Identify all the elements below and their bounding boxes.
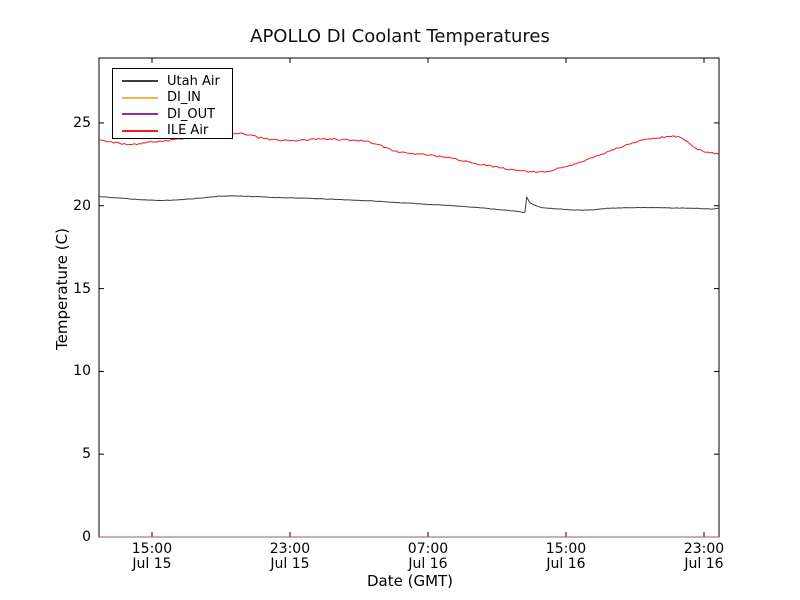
x-tick-date: Jul 15 xyxy=(132,556,172,572)
legend-line-sample xyxy=(122,96,158,99)
x-tick-label: 15:00 Jul 15 xyxy=(112,542,192,572)
legend-entry: ILE Air xyxy=(113,123,232,140)
y-tick-label: 25 xyxy=(73,114,91,131)
legend-label: ILE Air xyxy=(167,123,209,139)
y-tick-label: 5 xyxy=(82,446,91,463)
legend-line-sample xyxy=(122,113,158,116)
y-tick-label: 20 xyxy=(73,197,91,214)
x-tick-label: 23:00 Jul 16 xyxy=(664,542,744,572)
x-tick-date: Jul 15 xyxy=(270,556,310,572)
x-tick-label: 23:00 Jul 15 xyxy=(250,542,330,572)
legend-label: DI_IN xyxy=(167,90,201,106)
legend-label: DI_OUT xyxy=(167,106,216,122)
legend: Utah Air DI_IN DI_OUT ILE Air xyxy=(112,68,233,139)
legend-line-sample xyxy=(122,80,158,83)
x-tick-date: Jul 16 xyxy=(684,556,724,572)
x-axis-label: Date (GMT) xyxy=(366,572,454,590)
series-line-utah-air xyxy=(98,195,720,214)
x-tick-time: 23:00 xyxy=(683,541,725,557)
y-tick-label: 15 xyxy=(73,280,91,297)
x-tick-label: 07:00 Jul 16 xyxy=(388,542,468,572)
legend-entry: DI_IN xyxy=(113,90,232,107)
legend-label: Utah Air xyxy=(167,73,220,89)
legend-line-sample xyxy=(122,129,158,132)
x-tick-date: Jul 16 xyxy=(408,556,448,572)
x-tick-time: 15:00 xyxy=(545,541,587,557)
x-tick-time: 15:00 xyxy=(131,541,173,557)
x-tick-time: 23:00 xyxy=(269,541,311,557)
y-tick-label: 0 xyxy=(82,529,91,545)
x-tick-label: 15:00 Jul 16 xyxy=(526,542,606,572)
legend-entry: DI_OUT xyxy=(113,106,232,123)
chart-title: APOLLO DI Coolant Temperatures xyxy=(250,26,550,47)
x-tick-date: Jul 16 xyxy=(546,556,586,572)
legend-entry: Utah Air xyxy=(113,73,232,90)
x-tick-time: 07:00 xyxy=(407,541,449,557)
y-tick-label: 10 xyxy=(73,363,91,380)
